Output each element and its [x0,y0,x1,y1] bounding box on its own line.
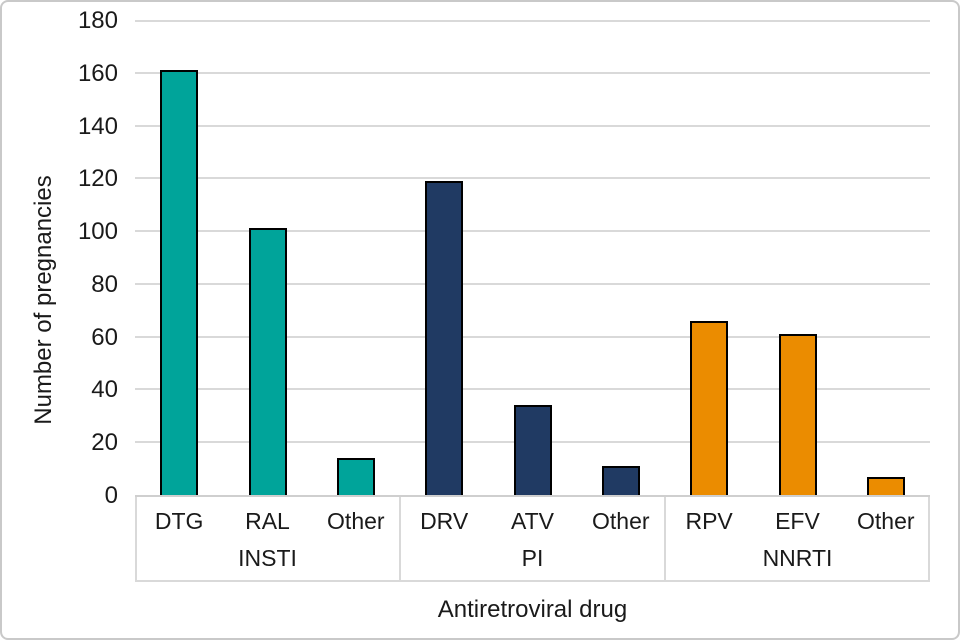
gridline-80 [135,282,930,285]
y-tick-label-20: 20 [91,429,118,457]
gridline-140 [135,124,930,127]
bar-rpv-nnrti [690,321,729,495]
gridline-60 [135,335,930,338]
group-separator-line [664,497,666,580]
group-separator-line [399,497,401,580]
y-tick-label-60: 60 [91,323,118,351]
y-tick-label-180: 180 [77,7,118,34]
bar-dtg-insti [160,70,199,495]
bar-other-pi [601,466,640,495]
category-label-rpv-nnrti: RPV [685,507,733,534]
gridline-100 [135,230,930,233]
category-label-drv-pi: DRV [420,507,469,534]
category-label-ral-insti: RAL [245,507,290,534]
category-label-atv-pi: ATV [510,507,554,534]
bar-atv-pi [513,405,552,495]
category-label-dtg-insti: DTG [154,507,204,534]
group-label-row: INSTI PI NNRTI [135,545,930,580]
bar-other-nnrti [866,477,905,495]
y-tick-label-0: 0 [104,482,118,509]
bar-drv-pi [425,181,464,495]
y-tick-label-100: 100 [77,218,118,246]
bar-ral-insti [248,228,287,495]
gridline-40 [135,388,930,391]
category-label-other-pi: Other [592,507,650,534]
bar-efv-nnrti [778,334,817,495]
drug-label-row: DTG RAL Other DRV ATV Other RPV EFV Other [135,497,930,545]
gridline-180 [135,20,930,22]
category-label-other-nnrti: Other [857,507,915,534]
plot-area [135,20,930,497]
gridline-120 [135,177,930,180]
y-tick-label-80: 80 [91,270,118,298]
category-axis-area: DTG RAL Other DRV ATV Other RPV EFV Other INSTI P… [135,497,930,582]
group-label-insti: INSTI [238,545,297,571]
x-axis-title: Antiretroviral drug [437,596,628,623]
gridline-160 [135,71,930,74]
group-label-nnrti: NNRTI [762,545,833,571]
category-label-other-insti: Other [327,507,385,534]
group-separator-line [135,497,137,580]
y-tick-label-120: 120 [77,165,118,193]
y-tick-label-40: 40 [91,376,118,404]
group-separator-line [928,497,930,580]
y-tick-label-140: 140 [77,112,118,140]
y-tick-label-160: 160 [77,59,118,87]
bar-other-insti [336,458,375,495]
category-label-efv-nnrti: EFV [775,507,820,534]
group-label-pi: PI [521,545,544,571]
